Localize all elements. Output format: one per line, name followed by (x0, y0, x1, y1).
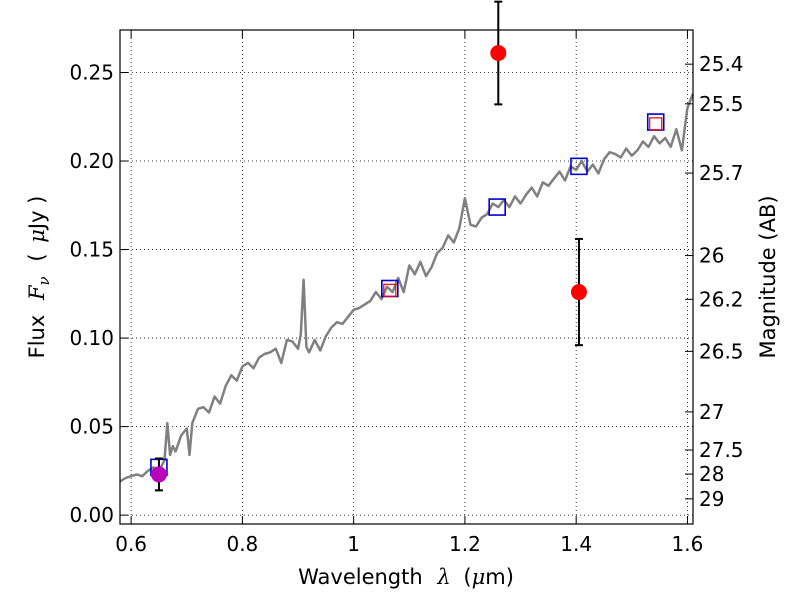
magnitude-tick-label: 27 (699, 400, 724, 424)
observed-point (490, 45, 507, 62)
y-axis-label: Flux Fν ( μJy ) (25, 196, 54, 359)
x-axis-label-unit-mu: μ (472, 565, 486, 589)
markers (150, 0, 665, 492)
x-axis-label-symbol: λ (436, 565, 450, 589)
plot-frame (119, 29, 694, 525)
y-tick-label: 0.20 (69, 149, 114, 173)
x-axis-label-prefix: Wavelength (298, 565, 423, 589)
y-axis-label-unit-mu: μ (25, 229, 49, 243)
y-axis-label-unit-rest: Jy ) (25, 196, 49, 232)
magnitude-tick-label: 27.5 (699, 438, 744, 462)
y-tick-label: 0.10 (69, 326, 114, 350)
y-axis-label-unit-open: ( (25, 253, 49, 261)
x-axis-label: Wavelength λ (μm) (298, 565, 514, 589)
y-tick-label: 0.15 (69, 238, 114, 262)
x-tick-label: 1 (347, 532, 360, 556)
y-axis-label-symbol: F (25, 284, 49, 301)
y-axis-label-prefix: Flux (25, 315, 49, 359)
observed-magenta-point (150, 466, 167, 483)
magnitude-tick-label: 25.5 (699, 92, 744, 116)
y-tick-label: 0.00 (69, 503, 114, 527)
x-tick-label: 0.8 (226, 532, 258, 556)
red-square-marker (649, 117, 663, 131)
magnitude-tick-label: 29 (699, 487, 724, 511)
magnitude-tick-label: 25.7 (699, 161, 744, 185)
observed-point (570, 284, 587, 301)
model-spectrum-line (119, 93, 695, 483)
magnitude-tick-label: 25.4 (699, 52, 744, 76)
blue-square-marker (570, 157, 588, 176)
magnitude-tick-label: 28 (699, 462, 724, 486)
magnitude-tick-label: 26 (699, 244, 724, 268)
magnitude-tick-label: 26.5 (699, 339, 744, 363)
series (119, 93, 695, 483)
y-tick-label: 0.25 (69, 60, 114, 84)
x-tick-label: 0.6 (115, 532, 147, 556)
x-axis-label-unit-open: ( (463, 565, 471, 589)
magnitude-tick-label: 26.2 (699, 287, 744, 311)
x-tick-label: 1.4 (560, 532, 592, 556)
y-tick-label: 0.05 (69, 415, 114, 439)
y-axis-label-subscript: ν (35, 276, 53, 285)
red-square-marker (383, 283, 397, 297)
x-axis-label-unit-rest: m) (485, 565, 514, 589)
ticks: 0.6 0.8 1 1.2 1.4 1.6 0.00 0.05 0.10 0.15 0.20 0.25… (69, 30, 744, 556)
x-tick-label: 1.2 (449, 532, 481, 556)
blue-square-marker (488, 198, 506, 216)
x-tick-label: 1.6 (672, 532, 704, 556)
magnitude-axis-label: Magnitude (AB) (756, 195, 780, 358)
